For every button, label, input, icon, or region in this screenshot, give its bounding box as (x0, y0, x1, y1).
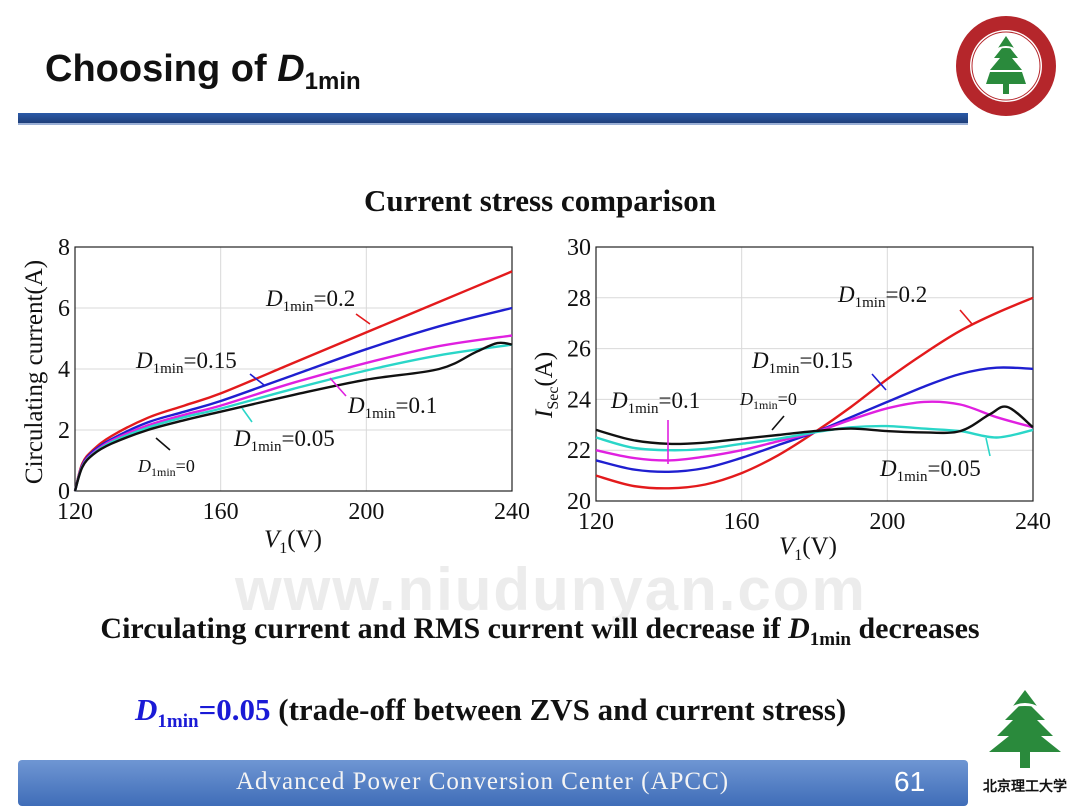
right-arrow-d02 (959, 309, 973, 325)
right-chart: 120 160 200 240 20 22 24 26 28 30 ISec(A) V1(V) D… (531, 235, 1051, 564)
left-label-d02: D1min=0.2 (265, 286, 355, 315)
left-y-tick-label: 0 (58, 479, 70, 505)
chart-section-title: Current stress comparison (364, 183, 716, 218)
right-series-d1min-0-05 (595, 424, 1034, 452)
right-y-tick-label: 26 (567, 337, 591, 363)
left-y-tick-label: 8 (58, 235, 70, 261)
left-x-tick-label: 200 (348, 499, 384, 525)
left-x-axis-label: V1(V) (264, 526, 322, 557)
conclusion-pre: Circulating current and RMS current will… (100, 612, 789, 645)
conclusion-post: decreases (850, 612, 980, 645)
title-variable: D (277, 48, 305, 90)
right-arrow-d005 (985, 437, 991, 457)
right-arrow-d015 (871, 373, 887, 391)
choice-sub: 1min (157, 711, 199, 732)
choice-note: (trade-off between ZVS and current stres… (270, 692, 847, 727)
watermark: www.niudunyan.com (235, 556, 867, 623)
choice-value: =0.05 (198, 692, 271, 727)
left-x-tick-label: 160 (203, 499, 239, 525)
title-text: Choosing of (45, 48, 267, 90)
left-x-tick-label: 120 (57, 499, 93, 525)
footer-text: Advanced Power Conversion Center (APCC) (236, 768, 730, 795)
page-number: 61 (894, 766, 926, 797)
right-series-d1min-0 (595, 405, 1034, 446)
right-label-d0: D1min=0 (739, 389, 797, 412)
left-x-axis-sub: 1 (279, 540, 287, 557)
left-label-d015: D1min=0.15 (135, 348, 237, 377)
left-label-d01: D1min=0.1 (347, 393, 437, 422)
right-x-tick-label: 200 (869, 509, 905, 535)
logo-caption: 北京理工大学 (983, 779, 1067, 795)
left-y-tick-label: 2 (58, 418, 70, 444)
choice-var: D (135, 692, 158, 727)
left-chart: 120 160 200 240 0 2 4 6 8 Circulating current(A)… (21, 235, 530, 557)
left-y-tick-label: 6 (58, 296, 70, 322)
university-tree-logo (989, 690, 1061, 768)
choice-line: D1min=0.05 (trade-off between ZVS and cu… (135, 692, 846, 733)
right-ticks: 120 160 200 240 20 22 24 26 28 30 (567, 235, 1051, 535)
right-x-axis-label: V1(V) (779, 533, 837, 564)
right-y-tick-label: 20 (567, 489, 591, 515)
left-x-tick-label: 240 (494, 499, 530, 525)
left-series-d1min-0 (73, 341, 513, 492)
right-label-d005: D1min=0.05 (879, 456, 981, 485)
left-arrow-d005 (241, 407, 253, 423)
right-y-tick-label: 24 (567, 387, 591, 413)
left-label-d0: D1min=0 (137, 456, 195, 479)
footer-bar (18, 760, 968, 806)
right-label-d01: D1min=0.1 (610, 388, 700, 417)
left-arrow-d0 (155, 437, 171, 451)
right-x-tick-label: 120 (578, 509, 614, 535)
left-arrow-d02 (355, 313, 371, 325)
right-label-d015: D1min=0.15 (751, 348, 853, 377)
left-x-axis-var: V (264, 526, 282, 553)
title-subscript: 1min (304, 68, 361, 95)
right-x-tick-label: 160 (724, 509, 760, 535)
conclusion-sub: 1min (809, 629, 851, 650)
title-divider (18, 113, 968, 125)
right-arrow-d0 (771, 415, 785, 431)
right-y-tick-label: 22 (567, 438, 591, 464)
right-x-tick-label: 240 (1015, 509, 1051, 535)
right-label-d02: D1min=0.2 (837, 282, 927, 311)
left-y-axis-label: Circulating current(A) (21, 260, 48, 484)
slide-title: Choosing of D1min (45, 48, 361, 96)
left-y-tick-label: 4 (58, 357, 70, 383)
right-y-tick-label: 28 (567, 286, 591, 312)
conclusion-var: D (788, 612, 810, 645)
left-plot-frame (74, 246, 513, 492)
right-plot-frame (595, 246, 1034, 502)
left-label-d005: D1min=0.05 (233, 426, 335, 455)
right-y-tick-label: 30 (567, 235, 591, 261)
left-x-axis-unit: (V) (287, 526, 322, 553)
right-y-axis-label: ISec(A) (531, 352, 562, 419)
university-seal-logo (956, 16, 1056, 116)
left-series (73, 270, 513, 492)
conclusion-line: Circulating current and RMS current will… (0, 612, 1080, 651)
left-arrow-d01 (329, 377, 347, 397)
left-ticks: 120 160 200 240 0 2 4 6 8 (57, 235, 530, 525)
left-arrow-d015 (249, 373, 265, 386)
